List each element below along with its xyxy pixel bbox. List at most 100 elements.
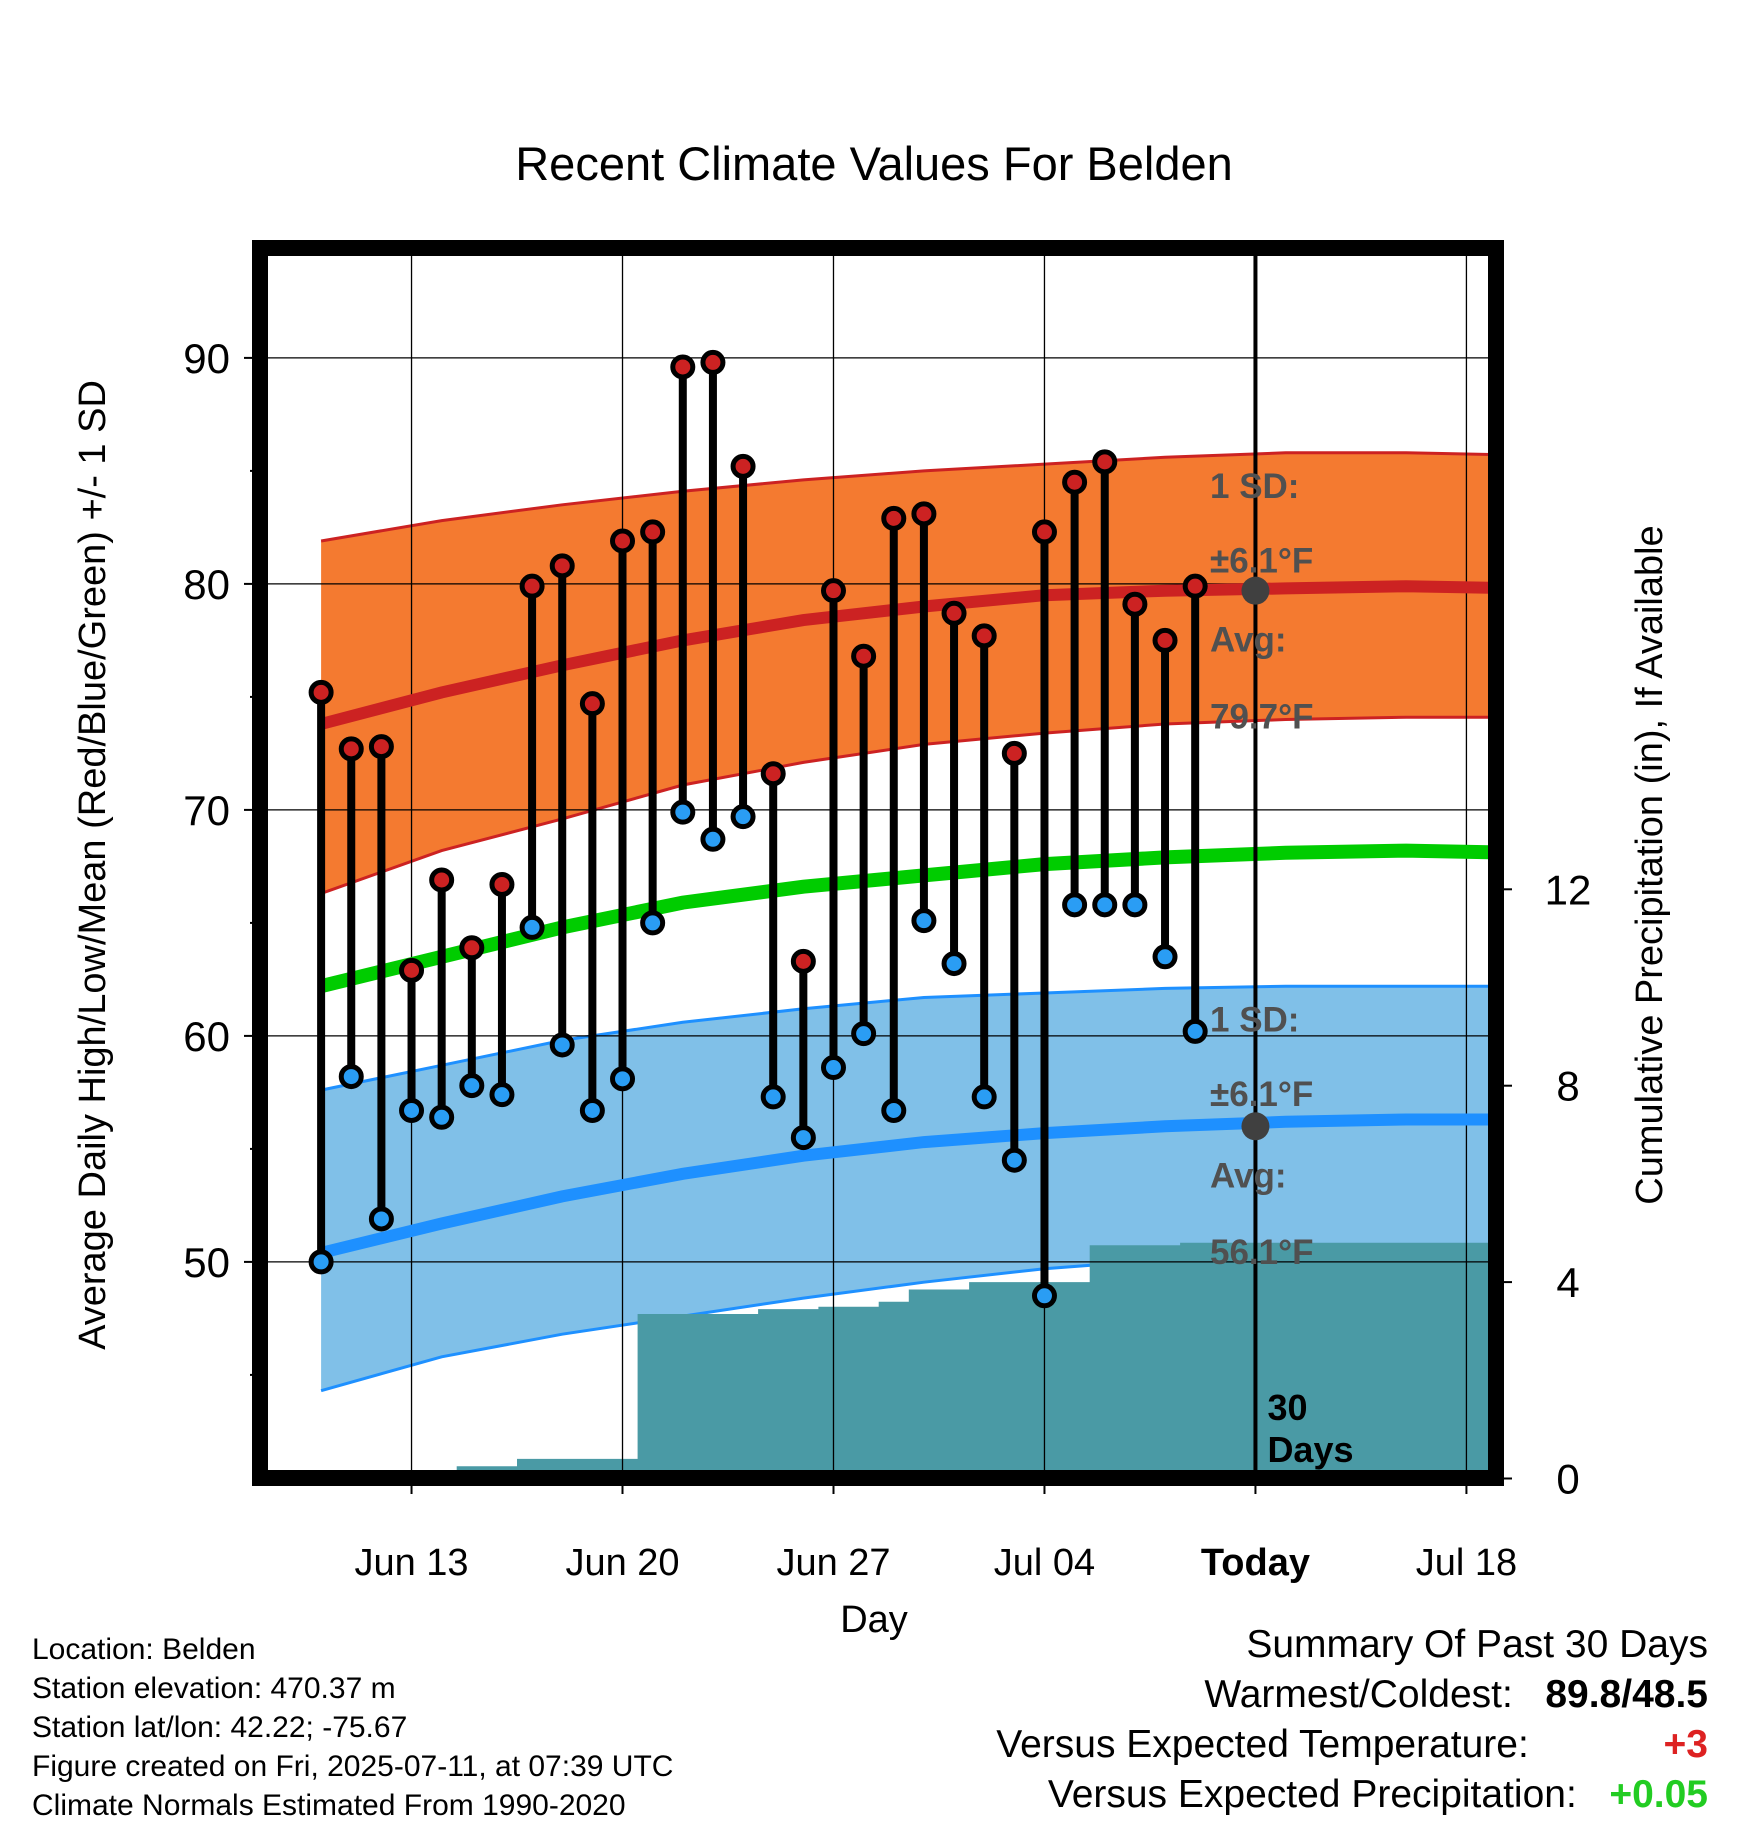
low-point: [549, 1032, 575, 1058]
low-point: [1182, 1018, 1208, 1044]
low-avg-line: [319, 1113, 1496, 1259]
low-point: [1122, 892, 1148, 918]
high-point: [368, 734, 394, 760]
low-point: [820, 1055, 846, 1081]
low-sd-upper-edge: [320, 984, 1496, 1092]
high-point: [1152, 627, 1178, 653]
high-sd-value: ±6.1°F: [1210, 542, 1313, 581]
high-point: [1001, 740, 1027, 766]
high-point: [820, 578, 846, 604]
high-point: [579, 691, 605, 717]
summary-precip-row: Versus Expected Precipitation: +0.05: [996, 1770, 1708, 1820]
low-point: [1092, 892, 1118, 918]
high-point: [399, 957, 425, 983]
high-sd-upper-edge: [320, 451, 1496, 543]
created-text: Figure created on Fri, 2025-07-11, at 07…: [32, 1750, 674, 1783]
high-point: [1092, 449, 1118, 475]
warmest-label: Warmest/Coldest:: [1204, 1673, 1513, 1716]
low-point: [368, 1206, 394, 1232]
low-point: [790, 1125, 816, 1151]
high-point: [1215, 0, 1235, 10]
y2-tick-label: 12: [1545, 866, 1592, 913]
low-point: [429, 1104, 455, 1130]
low-point: [640, 910, 666, 936]
y-tick-label: 50: [183, 1239, 230, 1286]
x-tick-label: Jun 27: [776, 1542, 890, 1584]
high-point: [1031, 519, 1057, 545]
low-point: [941, 951, 967, 977]
y2-tick-label: 4: [1556, 1259, 1579, 1306]
y2-tick-label: 8: [1556, 1063, 1579, 1110]
high-point: [941, 600, 967, 626]
x-tick-label: Jul 04: [994, 1542, 1095, 1584]
summary-warmest-row: Warmest/Coldest: 89.8/48.5: [996, 1670, 1708, 1720]
high-point: [730, 453, 756, 479]
summary-panel: Summary Of Past 30 Days Warmest/Coldest:…: [996, 1620, 1708, 1820]
low-point: [971, 1084, 997, 1110]
coldest-value: 48.5: [1632, 1673, 1708, 1716]
plot-frame: [252, 240, 1504, 1486]
y2-tick-label: 0: [1556, 1456, 1579, 1503]
high-point: [790, 948, 816, 974]
today-high-avg-marker: [1241, 576, 1270, 605]
high-point: [911, 501, 937, 527]
high-point: [1182, 573, 1208, 599]
low-point: [881, 1097, 907, 1123]
x-tick-label: Jul 18: [1416, 1542, 1517, 1584]
high-point: [549, 553, 575, 579]
low-point: [670, 799, 696, 825]
low-point: [760, 1084, 786, 1110]
latlon-text: Station lat/lon: 42.22; -75.67: [32, 1711, 408, 1744]
low-point: [700, 826, 726, 852]
low-point: [1152, 944, 1178, 970]
low-point: [1062, 892, 1088, 918]
low-point: [489, 1082, 515, 1108]
high-sd-label: 1 SD:: [1210, 467, 1299, 506]
temp-value: +3: [1663, 1723, 1708, 1766]
high-avg-value: 79.7°F: [1210, 698, 1314, 737]
location-text: Location: Belden: [32, 1633, 256, 1666]
high-point: [308, 679, 334, 705]
high-point: [489, 871, 515, 897]
low-sd-label: 1 SD:: [1210, 1000, 1299, 1039]
precip-value: +0.05: [1609, 1773, 1708, 1816]
high-point: [700, 349, 726, 375]
high-point: [670, 354, 696, 380]
x-tick-label: Today: [1201, 1542, 1310, 1584]
high-point: [1062, 469, 1088, 495]
chart-title: Recent Climate Values For Belden: [515, 137, 1233, 190]
summary-title: Summary Of Past 30 Days: [1246, 1623, 1708, 1666]
x-tick-label: Jun 13: [354, 1542, 468, 1584]
y-axis-label: Average Daily High/Low/Mean (Red/Blue/Gr…: [72, 380, 114, 1350]
low-point: [459, 1073, 485, 1099]
high-point: [640, 519, 666, 545]
normals-text: Climate Normals Estimated From 1990-2020: [32, 1789, 626, 1822]
high-avg-label: Avg:: [1210, 621, 1286, 660]
high-point: [459, 935, 485, 961]
precip-label: Versus Expected Precipitation:: [1047, 1773, 1577, 1816]
low-point: [308, 1249, 334, 1275]
summary-temp-row: Versus Expected Temperature: +3: [996, 1720, 1708, 1770]
low-avg-value: 56.1°F: [1210, 1233, 1314, 1272]
high-point: [338, 736, 364, 762]
y-tick-label: 90: [183, 335, 230, 382]
low-point: [911, 908, 937, 934]
high-point: [760, 761, 786, 787]
low-avg-label: Avg:: [1210, 1156, 1286, 1195]
high-point: [1122, 591, 1148, 617]
low-point: [399, 1097, 425, 1123]
days-count-label: 30: [1267, 1387, 1307, 1428]
low-point: [519, 914, 545, 940]
high-point: [851, 643, 877, 669]
y-tick-label: 80: [183, 561, 230, 608]
y-tick-label: 70: [183, 787, 230, 834]
days-word-label: Days: [1267, 1429, 1353, 1470]
low-point: [579, 1097, 605, 1123]
temp-label: Versus Expected Temperature:: [996, 1723, 1529, 1766]
x-axis-label: Day: [840, 1599, 908, 1641]
high-point: [429, 867, 455, 893]
y-tick-label: 60: [183, 1013, 230, 1060]
low-point: [1215, 0, 1235, 10]
y2-axis-label: Cumulative Precipitation (in), If Availa…: [1629, 525, 1671, 1204]
